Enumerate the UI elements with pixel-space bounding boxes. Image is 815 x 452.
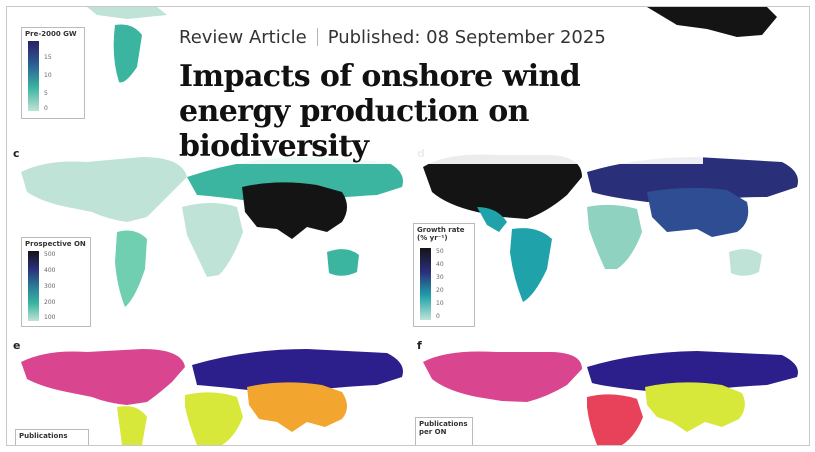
legend-panel-b: Pre-2000 GW 15 10 5 0 — [21, 27, 85, 119]
article-meta: Review Article Published: 08 September 20… — [177, 27, 612, 48]
article-preview-card[interactable]: c d e f Pre-2000 GW 15 10 5 0 Prospectiv… — [6, 6, 810, 446]
map-panel-c — [21, 157, 403, 307]
panel-letter-e: e — [13, 339, 21, 352]
map-panel-f — [423, 351, 798, 445]
color-scale-bar — [28, 251, 39, 321]
legend-title: Publications per ON — [419, 420, 468, 436]
world-maps-figure — [21, 7, 798, 445]
legend-panel-e: Publications — [15, 429, 89, 445]
color-scale-bar — [420, 248, 431, 320]
legend-panel-c: Prospective ON 500 400 300 200 100 — [21, 237, 91, 327]
map-panel-b — [87, 7, 777, 83]
map-panel-e — [21, 349, 403, 445]
article-type: Review Article — [179, 27, 307, 48]
legend-title: Growth rate (% yr⁻¹) — [417, 226, 465, 242]
published-date: Published: 08 September 2025 — [327, 27, 606, 48]
color-scale-bar — [28, 41, 39, 111]
legend-title: Prospective ON — [25, 240, 86, 248]
map-panel-d — [423, 154, 798, 302]
article-title[interactable]: Impacts of onshore wind energy productio… — [177, 59, 703, 164]
legend-panel-f: Publications per ON — [415, 417, 473, 445]
legend-title: Publications — [19, 432, 68, 440]
panel-letter-f: f — [417, 339, 422, 352]
legend-panel-d: Growth rate (% yr⁻¹) 50 40 30 20 10 0 — [413, 223, 475, 327]
panel-letter-c: c — [13, 147, 20, 160]
legend-title: Pre-2000 GW — [25, 30, 77, 38]
meta-divider — [316, 28, 318, 46]
